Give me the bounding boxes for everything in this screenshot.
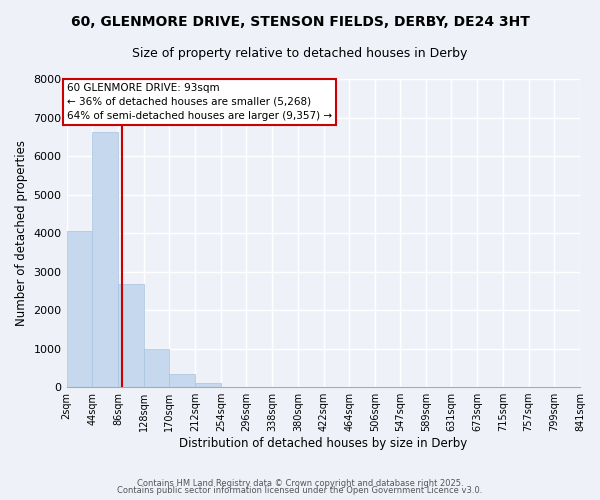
Bar xyxy=(169,374,195,387)
Bar xyxy=(143,348,169,387)
X-axis label: Distribution of detached houses by size in Derby: Distribution of detached houses by size … xyxy=(179,437,467,450)
Bar xyxy=(118,284,143,387)
Text: Size of property relative to detached houses in Derby: Size of property relative to detached ho… xyxy=(133,48,467,60)
Text: 60, GLENMORE DRIVE, STENSON FIELDS, DERBY, DE24 3HT: 60, GLENMORE DRIVE, STENSON FIELDS, DERB… xyxy=(71,15,529,29)
Bar xyxy=(67,231,92,387)
Y-axis label: Number of detached properties: Number of detached properties xyxy=(15,140,28,326)
Text: Contains public sector information licensed under the Open Government Licence v3: Contains public sector information licen… xyxy=(118,486,482,495)
Bar xyxy=(92,132,118,387)
Text: Contains HM Land Registry data © Crown copyright and database right 2025.: Contains HM Land Registry data © Crown c… xyxy=(137,478,463,488)
Text: 60 GLENMORE DRIVE: 93sqm
← 36% of detached houses are smaller (5,268)
64% of sem: 60 GLENMORE DRIVE: 93sqm ← 36% of detach… xyxy=(67,83,332,121)
Bar xyxy=(195,383,221,387)
